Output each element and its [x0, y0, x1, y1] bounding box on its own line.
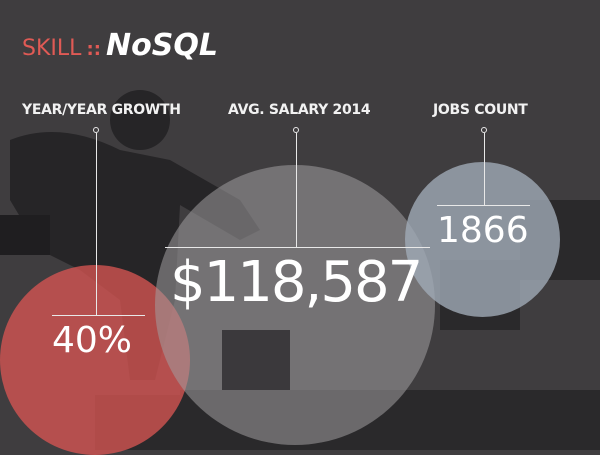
jobs-label: JOBS COUNT: [433, 102, 528, 118]
jobs-bubble: [405, 162, 560, 317]
jobs-value: 1866: [437, 210, 529, 251]
background-block: [222, 330, 290, 390]
jobs-underline: [437, 205, 530, 206]
jobs-pointer-line: [484, 133, 485, 205]
page-title: SKILL :: NoSQL: [22, 28, 218, 63]
title-separator: ::: [86, 39, 101, 60]
salary-label: AVG. SALARY 2014: [228, 102, 371, 118]
jobs-pointer-dot: [481, 127, 487, 133]
salary-pointer-dot: [293, 127, 299, 133]
title-prefix: SKILL: [22, 36, 82, 61]
salary-pointer-line: [296, 133, 297, 247]
salary-bubble: [155, 165, 435, 445]
salary-value: $118,587: [170, 250, 423, 315]
growth-underline: [52, 315, 145, 316]
growth-value: 40%: [52, 320, 133, 361]
growth-pointer-line: [96, 133, 97, 315]
skill-name: NoSQL: [106, 28, 218, 63]
growth-label: YEAR/YEAR GROWTH: [22, 102, 181, 118]
salary-underline: [165, 247, 430, 248]
growth-pointer-dot: [93, 127, 99, 133]
